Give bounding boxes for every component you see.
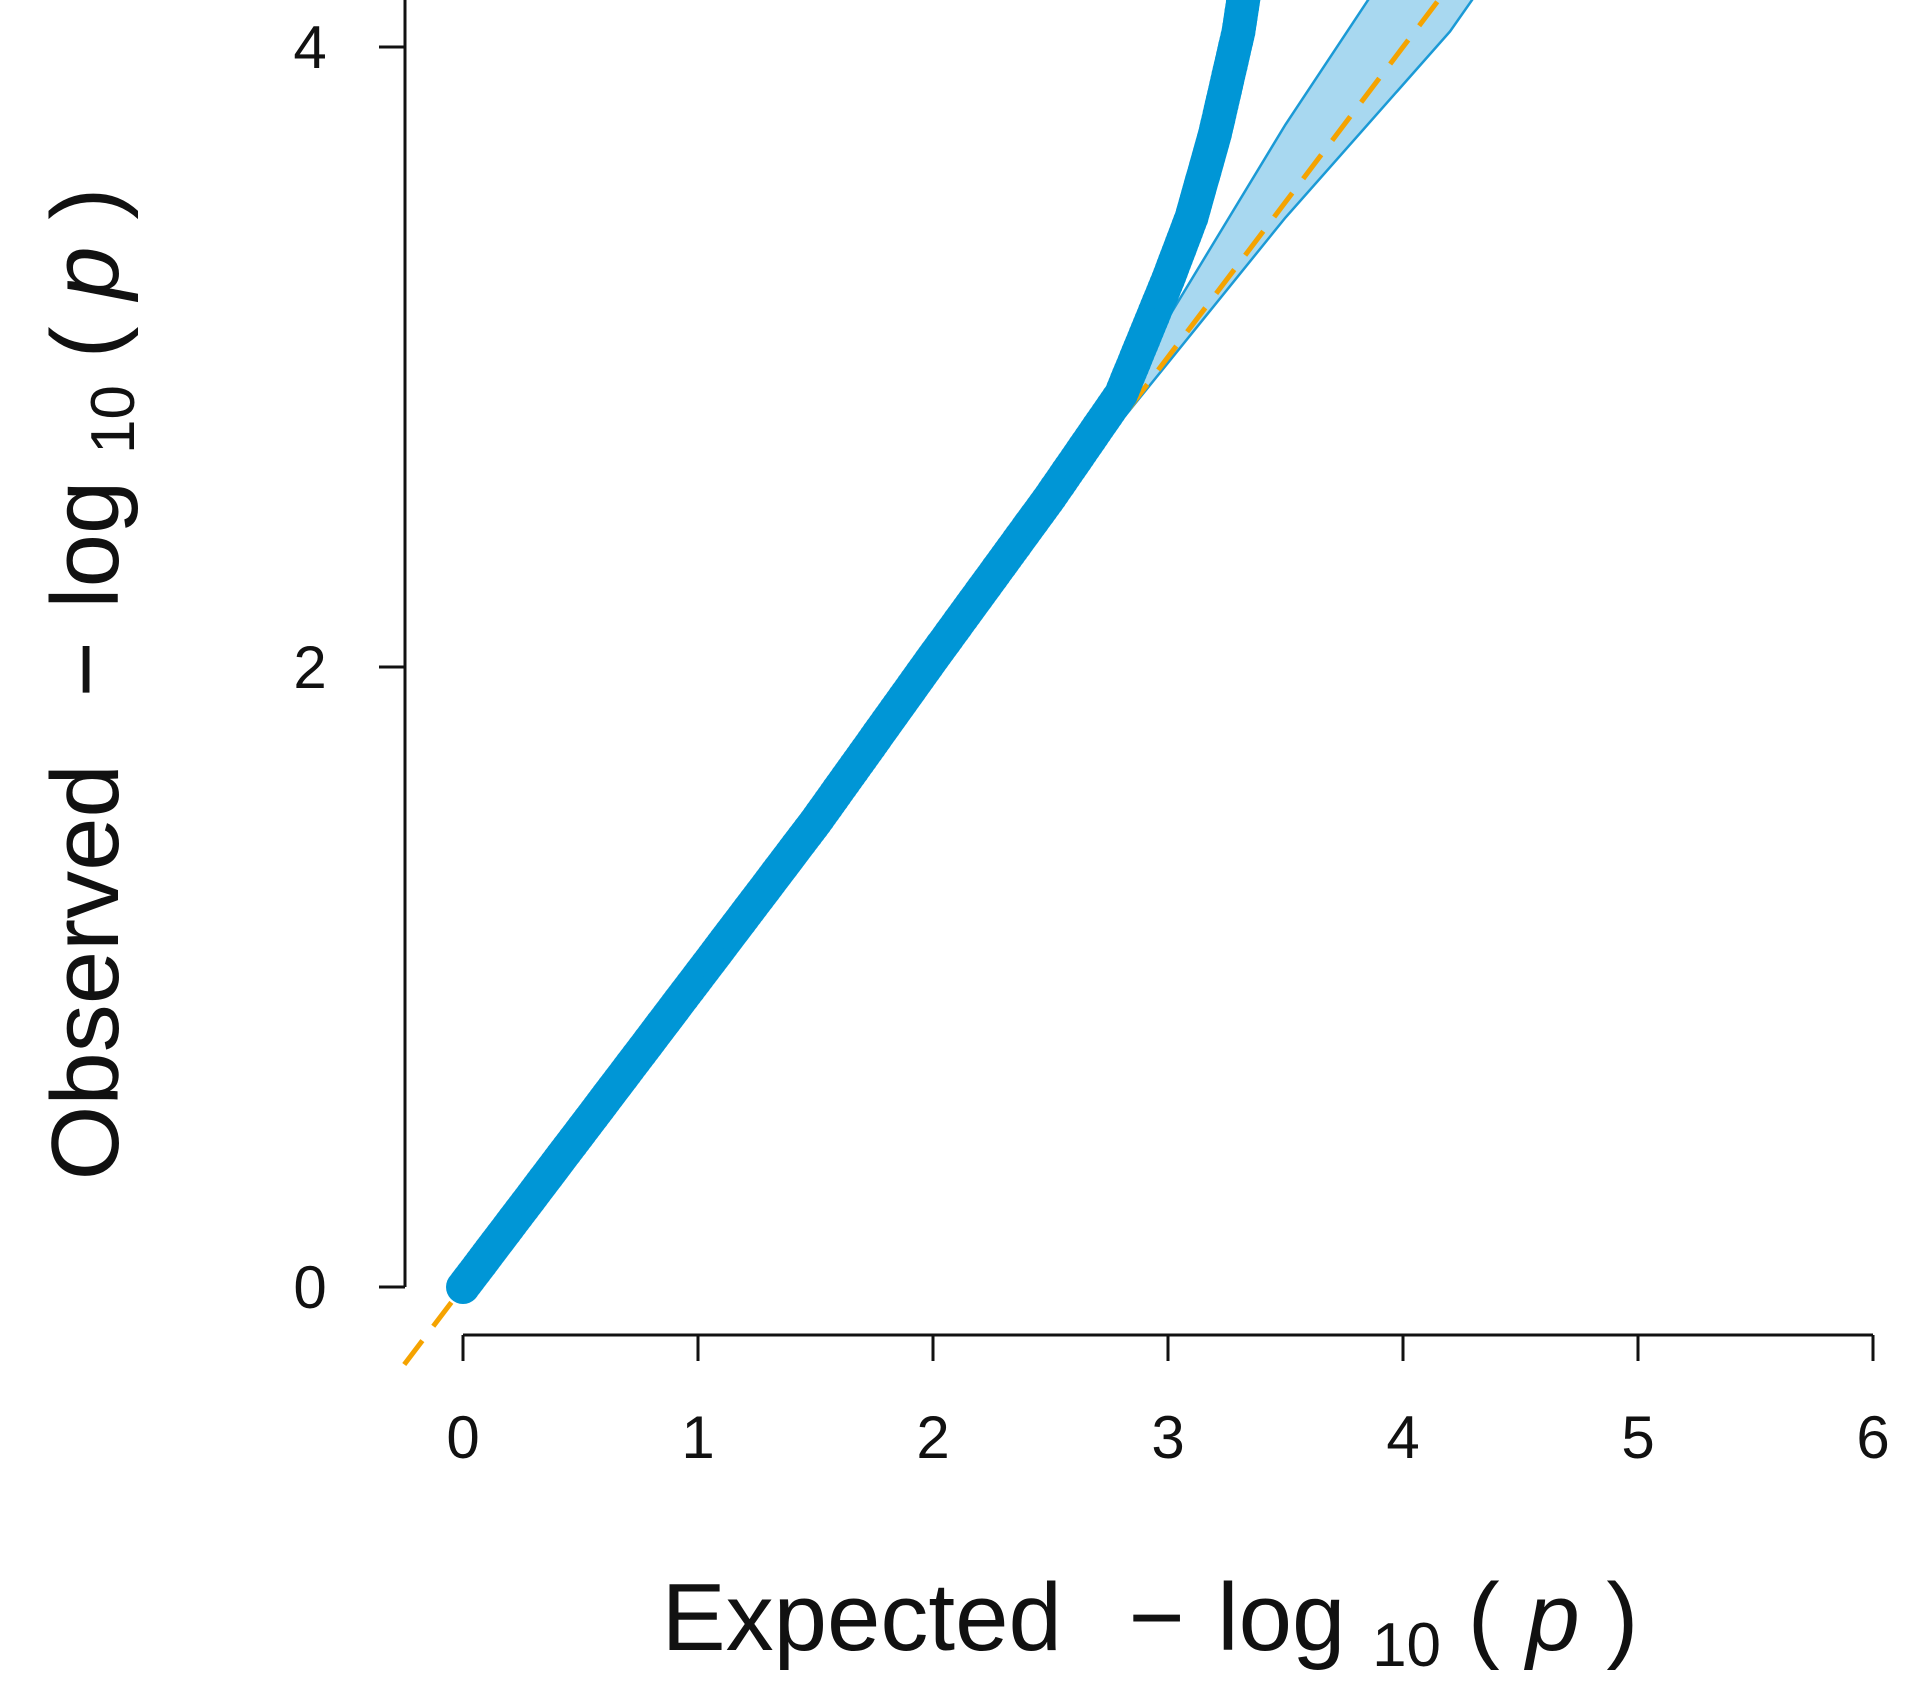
confidence-band <box>1096 0 1474 454</box>
x-tick-label: 2 <box>916 1404 949 1471</box>
confidence-band-layer <box>1096 0 1474 454</box>
reference-line <box>402 0 1442 1367</box>
x-tick-label: 3 <box>1151 1404 1184 1471</box>
x-axis: 0 1 2 3 4 5 6 <box>446 1333 1890 1471</box>
x-tick-label: 1 <box>681 1404 714 1471</box>
x-tick-label: 6 <box>1856 1404 1889 1471</box>
y-tick-label: 4 <box>293 14 326 81</box>
reference-line-layer <box>402 0 1442 1367</box>
observed-point <box>1233 0 1258 5</box>
x-tick-label: 4 <box>1386 1404 1419 1471</box>
y-axis: 02468 <box>293 0 407 1321</box>
y-tick-label: 0 <box>293 1254 326 1321</box>
y-tick-label: 2 <box>293 634 326 701</box>
observed-points-layer <box>446 0 1261 1304</box>
x-axis-title: Expected − log 10 ( p ) <box>662 1564 1639 1687</box>
y-axis-title: Observed − log 10 ( p ) <box>32 188 155 1181</box>
x-tick-label: 5 <box>1621 1404 1654 1471</box>
x-tick-label: 0 <box>446 1404 479 1471</box>
